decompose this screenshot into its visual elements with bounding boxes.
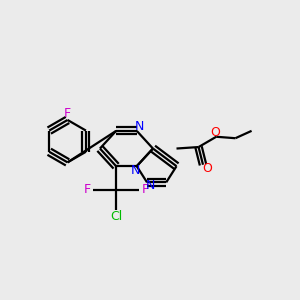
Text: O: O [210,125,220,139]
Text: F: F [64,107,71,120]
Text: N: N [135,120,144,133]
Text: F: F [142,183,149,196]
Text: N: N [131,164,140,177]
Text: N: N [146,179,155,192]
Text: F: F [83,183,91,196]
Text: Cl: Cl [110,210,122,223]
Text: O: O [202,162,212,175]
